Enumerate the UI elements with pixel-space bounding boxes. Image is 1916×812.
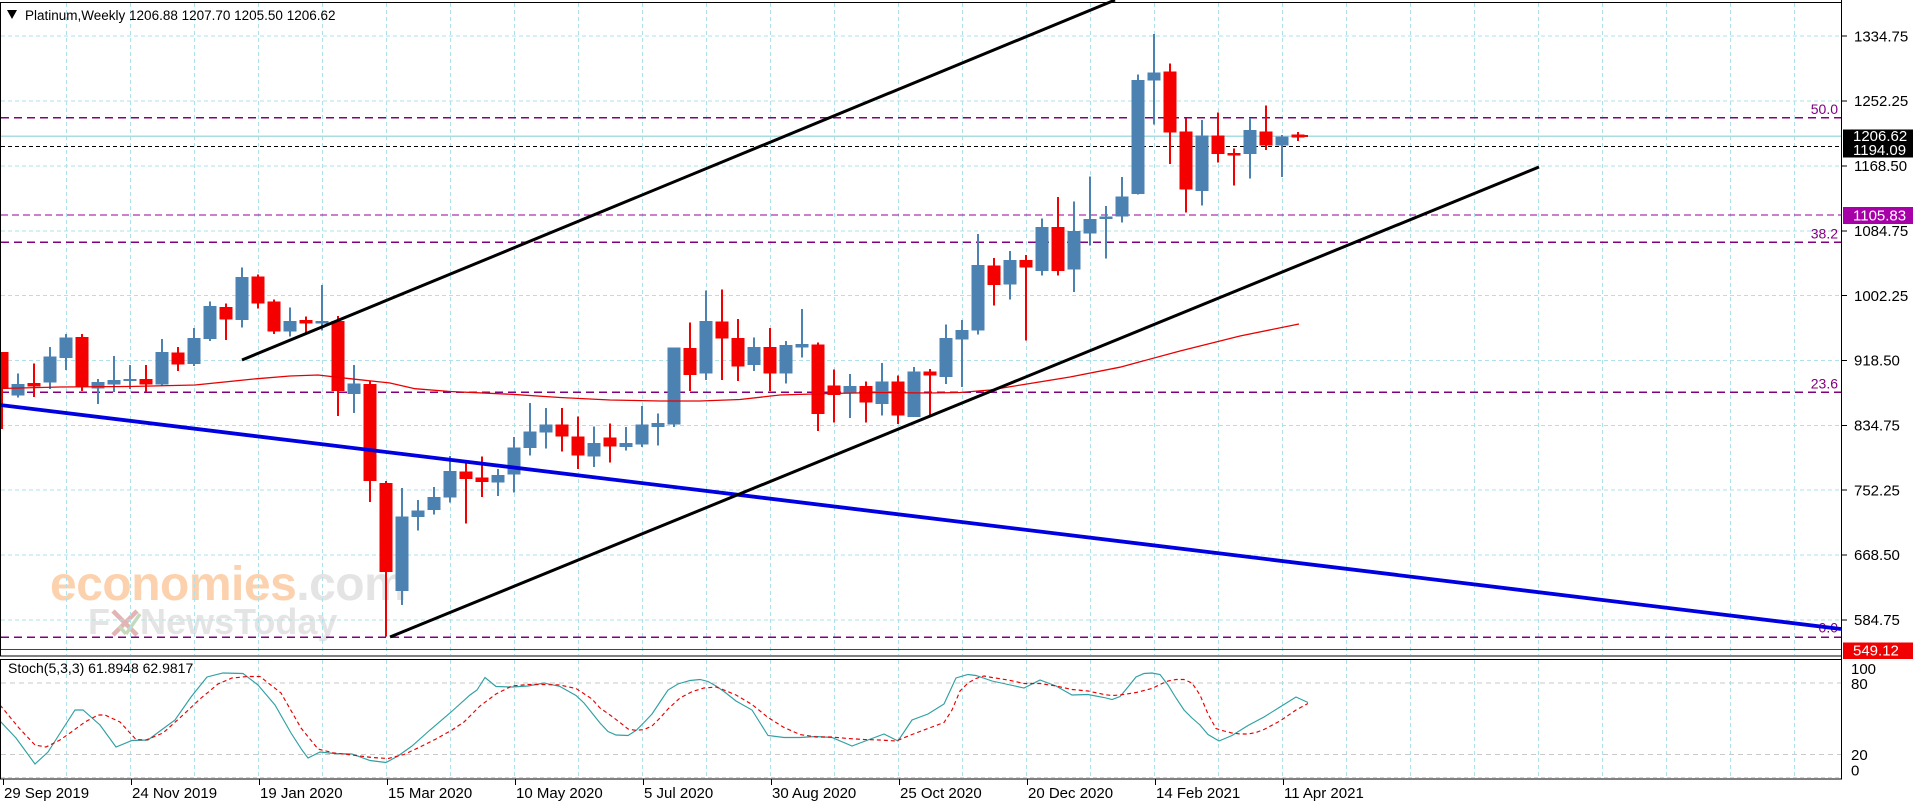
svg-text:NewsToday: NewsToday <box>140 601 337 642</box>
svg-text:1105.83: 1105.83 <box>1853 208 1906 225</box>
svg-text:834.75: 834.75 <box>1854 418 1900 435</box>
svg-text:1168.50: 1168.50 <box>1854 158 1907 175</box>
svg-text:1206.62: 1206.62 <box>1853 128 1907 145</box>
svg-text:29 Sep 2019: 29 Sep 2019 <box>4 785 89 802</box>
svg-text:10 May 2020: 10 May 2020 <box>516 785 603 802</box>
svg-text:1002.25: 1002.25 <box>1854 288 1908 305</box>
svg-text:100: 100 <box>1851 661 1876 678</box>
svg-text:549.12: 549.12 <box>1853 643 1899 660</box>
svg-text:80: 80 <box>1851 676 1868 693</box>
svg-text:30 Aug 2020: 30 Aug 2020 <box>772 785 856 802</box>
svg-text:19 Jan 2020: 19 Jan 2020 <box>260 785 343 802</box>
svg-text:20: 20 <box>1851 747 1868 764</box>
svg-text:20 Dec 2020: 20 Dec 2020 <box>1028 785 1113 802</box>
svg-text:24 Nov 2019: 24 Nov 2019 <box>132 785 217 802</box>
svg-text:15 Mar 2020: 15 Mar 2020 <box>388 785 472 802</box>
svg-text:50.0: 50.0 <box>1811 101 1838 117</box>
svg-text:1084.75: 1084.75 <box>1854 223 1908 240</box>
svg-text:752.25: 752.25 <box>1854 482 1900 499</box>
svg-text:5 Jul 2020: 5 Jul 2020 <box>644 785 713 802</box>
svg-text:11 Apr 2021: 11 Apr 2021 <box>1284 785 1364 802</box>
svg-text:584.75: 584.75 <box>1854 612 1900 629</box>
svg-text:1194.09: 1194.09 <box>1853 142 1906 159</box>
svg-text:1252.25: 1252.25 <box>1854 93 1908 110</box>
svg-text:918.50: 918.50 <box>1854 353 1900 370</box>
svg-text:0: 0 <box>1851 763 1859 780</box>
svg-text:Platinum,Weekly 1206.88 1207.: Platinum,Weekly 1206.88 1207.70 1205.50 … <box>25 8 336 23</box>
svg-text:25 Oct 2020: 25 Oct 2020 <box>900 785 982 802</box>
svg-text:1334.75: 1334.75 <box>1854 28 1908 45</box>
svg-text:F: F <box>88 601 110 642</box>
svg-text:668.50: 668.50 <box>1854 547 1900 564</box>
svg-text:14 Feb 2021: 14 Feb 2021 <box>1156 785 1240 802</box>
svg-text:Stoch(5,3,3) 61.8948 62.9817: Stoch(5,3,3) 61.8948 62.9817 <box>8 660 193 676</box>
svg-text:economies.com: economies.com <box>50 558 406 611</box>
svg-text:23.6: 23.6 <box>1811 376 1838 392</box>
svg-text:38.2: 38.2 <box>1811 226 1838 242</box>
